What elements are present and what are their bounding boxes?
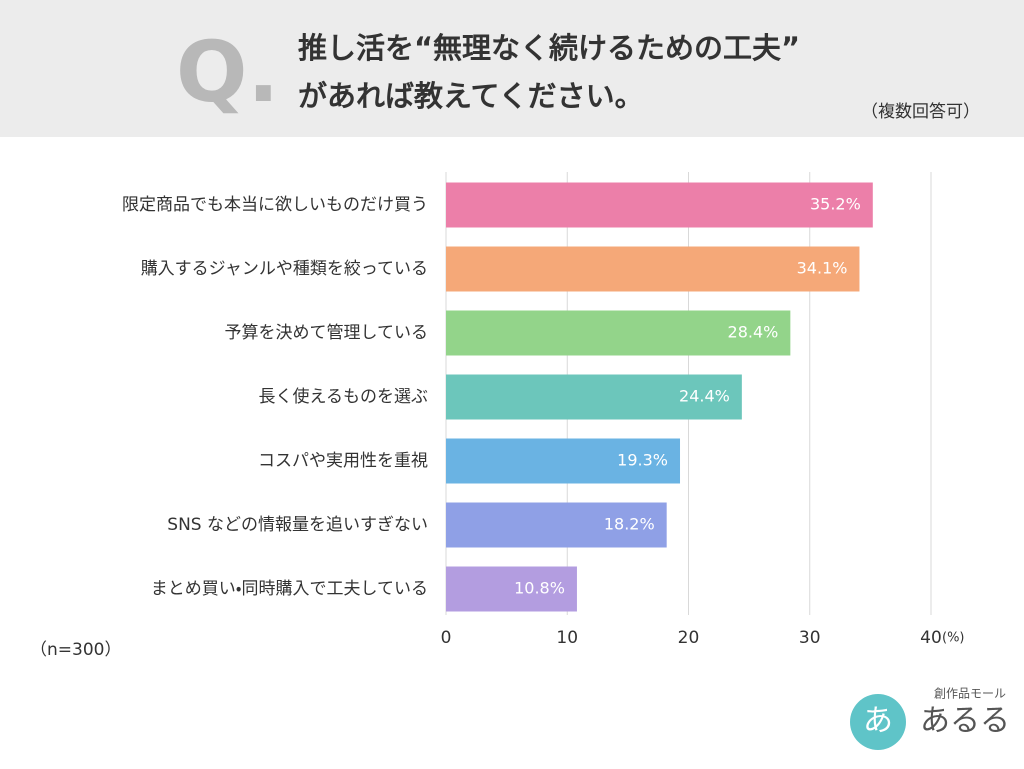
title-line: があれば教えてください。 [298, 79, 644, 113]
sample-note: （n=300） [30, 640, 121, 660]
logo-circle [850, 694, 906, 750]
category-label: 限定商品でも本当に欲しいものだけ買う [122, 195, 428, 215]
x-tick-label: 10 [556, 628, 578, 648]
x-unit: (%) [942, 631, 965, 646]
header-band [0, 0, 1024, 137]
bar [446, 182, 873, 228]
bar [446, 374, 742, 420]
value-label: 18.2% [604, 515, 655, 534]
category-label: 長く使えるものを選ぶ [259, 386, 429, 407]
bar [446, 566, 577, 612]
value-label: 24.4% [679, 387, 730, 406]
bar [446, 502, 667, 548]
title-line: 推し活を“無理なく続けるための工夫” [298, 31, 800, 65]
x-tick-label: 30 [799, 628, 821, 648]
value-label: 28.4% [728, 323, 779, 342]
bar [446, 246, 860, 292]
category-label: 購入するジャンルや種類を絞っている [141, 259, 428, 279]
logo-mark: あ [863, 704, 893, 739]
value-label: 19.3% [617, 451, 668, 470]
x-tick-label: 0 [441, 628, 452, 648]
category-label: まとめ買い・同時購入で工夫している [151, 579, 428, 599]
bar [446, 438, 681, 484]
subtitle: （複数回答可） [861, 101, 980, 122]
x-tick-label: 40 [920, 628, 942, 648]
logo-name: あるる [920, 704, 1010, 739]
bar [446, 310, 791, 356]
category-label: SNS などの情報量を追いすぎない [167, 515, 428, 535]
category-label: コスパや実用性を重視 [258, 451, 428, 471]
logo-caption: 創作品モール [934, 687, 1006, 701]
value-label: 10.8% [514, 579, 565, 598]
x-tick-label: 20 [678, 628, 700, 648]
question-mark: Q. [176, 23, 279, 121]
category-label: 予算を決めて管理している [225, 323, 429, 343]
value-label: 34.1% [797, 259, 848, 278]
value-label: 35.2% [810, 195, 861, 214]
